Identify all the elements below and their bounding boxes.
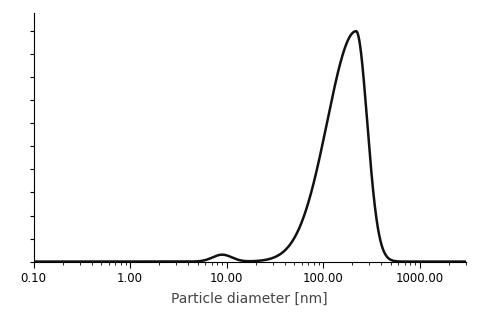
X-axis label: Particle diameter [nm]: Particle diameter [nm] [171, 292, 328, 306]
